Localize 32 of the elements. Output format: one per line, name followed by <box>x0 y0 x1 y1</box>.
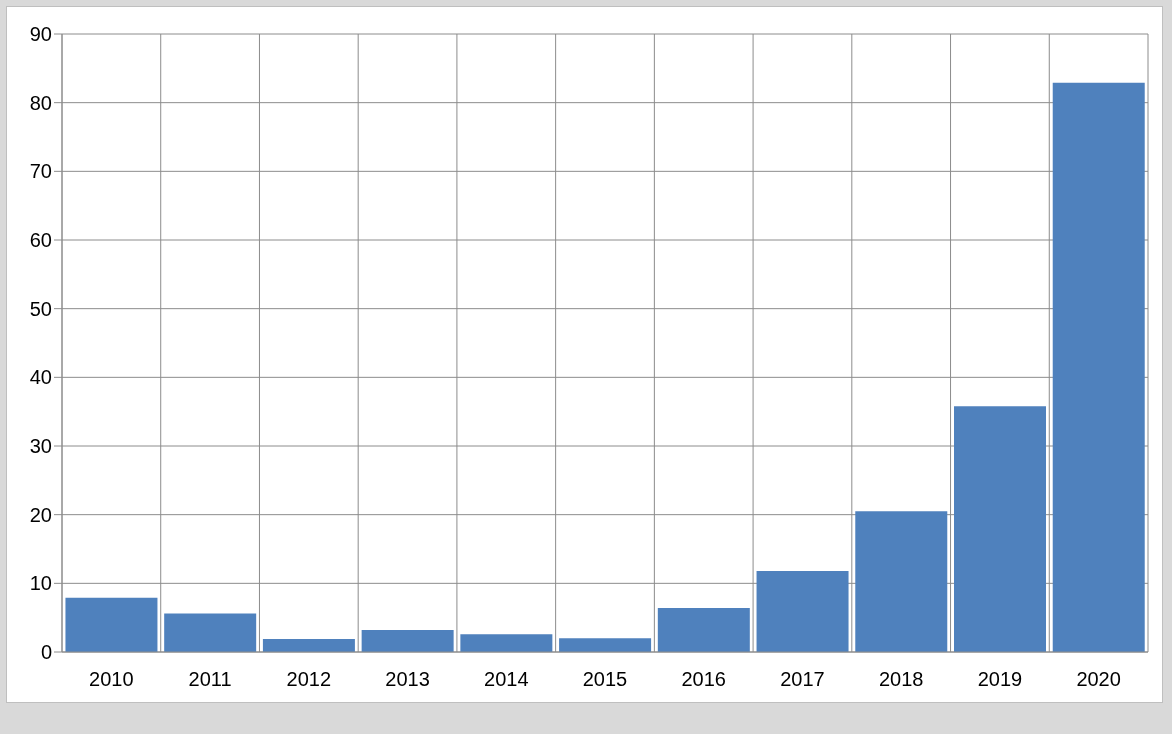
x-tick-label: 2015 <box>582 668 628 691</box>
y-tick-label: 40 <box>29 366 52 389</box>
bar <box>164 613 257 652</box>
bar <box>460 634 553 652</box>
x-tick-label: 2012 <box>286 668 332 691</box>
x-tick-label: 2020 <box>1076 668 1121 691</box>
x-tick-label: 2017 <box>780 668 825 691</box>
y-tick-label: 10 <box>29 572 52 595</box>
x-tick-label: 2014 <box>484 668 529 691</box>
bar <box>756 570 849 652</box>
x-tick-label: 2016 <box>681 668 726 691</box>
y-tick-label: 0 <box>40 641 52 664</box>
y-tick-label: 90 <box>29 23 52 46</box>
bar <box>262 638 355 652</box>
y-tick-label: 50 <box>29 297 52 320</box>
bar <box>1052 82 1145 652</box>
x-tick-label: 2018 <box>878 668 924 691</box>
bar <box>65 597 158 652</box>
bar <box>657 608 750 652</box>
bar <box>559 638 652 652</box>
bar <box>954 406 1046 652</box>
bar <box>361 630 454 652</box>
y-tick-label: 70 <box>29 160 52 183</box>
x-tick-label: 2011 <box>188 668 232 691</box>
y-tick-label: 20 <box>29 503 52 526</box>
x-tick-label: 2019 <box>977 668 1023 691</box>
y-tick-label: 80 <box>29 91 52 114</box>
y-tick-label: 60 <box>29 229 52 252</box>
bar <box>855 511 948 652</box>
x-tick-label: 2013 <box>385 668 430 691</box>
y-tick-label: 30 <box>29 435 52 458</box>
x-tick-label: 2010 <box>89 668 134 691</box>
